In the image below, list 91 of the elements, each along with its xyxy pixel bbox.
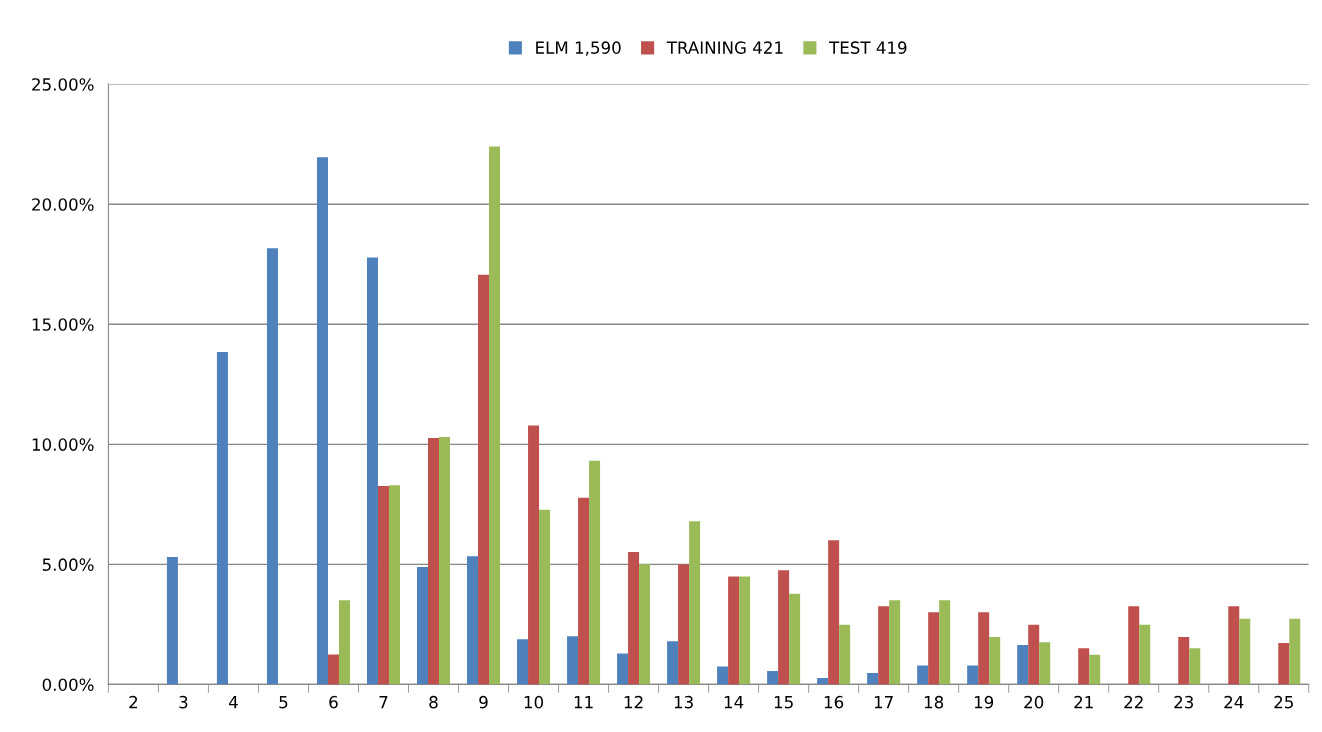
- x-tick-label: 4: [228, 696, 238, 709]
- x-tick-label: 16: [824, 695, 844, 709]
- legend-label: TEST 419: [829, 41, 907, 54]
- bar: [467, 556, 479, 685]
- y-tick-label: 25.00%: [32, 78, 94, 91]
- bar: [817, 677, 829, 685]
- bar: [617, 653, 629, 685]
- bar: [1239, 618, 1251, 685]
- bar: [589, 460, 601, 685]
- bar: [778, 570, 790, 685]
- bar: [439, 436, 451, 685]
- x-tick-label: 20: [1024, 695, 1044, 709]
- bar: [428, 438, 440, 685]
- bar: [828, 540, 840, 685]
- bar: [327, 654, 339, 685]
- bar: [377, 486, 389, 685]
- bar: [889, 600, 901, 685]
- bar: [989, 637, 1001, 685]
- x-tick-label: 2: [129, 695, 138, 709]
- y-tick-label: 15.00%: [32, 318, 94, 331]
- bar: [1089, 654, 1101, 685]
- bar: [839, 624, 851, 685]
- bar: [366, 257, 378, 685]
- bar: [1139, 624, 1151, 685]
- bar: [388, 485, 400, 685]
- y-tick-label: 0.00%: [42, 678, 94, 691]
- x-tick-label: 3: [179, 695, 188, 709]
- bar: [928, 612, 940, 685]
- bar: [878, 606, 890, 685]
- y-tick-label: 5.00%: [42, 558, 94, 571]
- x-tick-label: 25: [1274, 695, 1293, 709]
- bar: [789, 593, 801, 685]
- x-tick-label: 12: [624, 695, 643, 709]
- bar: [1039, 642, 1051, 685]
- bar: [1228, 606, 1240, 685]
- bar: [478, 274, 490, 685]
- x-tick-label: 14: [724, 696, 744, 709]
- y-tick-label: 10.00%: [32, 438, 94, 451]
- bar: [667, 641, 679, 685]
- bar: [417, 567, 428, 685]
- bar: [939, 600, 951, 685]
- x-tick-label: 6: [329, 695, 338, 709]
- x-tick-label: 5: [279, 696, 288, 709]
- x-tick-label: 9: [479, 695, 488, 709]
- bar: [1078, 648, 1090, 685]
- x-tick-label: 21: [1074, 695, 1093, 709]
- legend-label: TRAINING 421: [666, 41, 783, 54]
- bar: [216, 351, 228, 685]
- x-tick-label: 7: [379, 696, 388, 709]
- bar: [728, 576, 740, 685]
- x-tick-label: 19: [974, 695, 994, 709]
- bar: [578, 497, 590, 685]
- bar: [967, 665, 979, 685]
- x-tick-label: 17: [874, 696, 893, 709]
- bar: [867, 672, 879, 685]
- bar: [917, 665, 929, 685]
- x-tick-label: 10: [524, 695, 544, 709]
- bar: [338, 600, 350, 685]
- x-tick-label: 13: [674, 695, 693, 709]
- x-tick-label: 23: [1174, 695, 1194, 709]
- bar: [717, 666, 729, 685]
- bar: [767, 670, 779, 685]
- bar: [639, 564, 651, 685]
- x-tick-label: 11: [574, 696, 593, 709]
- bar: [678, 564, 690, 685]
- bar: [1278, 643, 1290, 685]
- bar: [978, 612, 990, 685]
- bar: [1189, 648, 1201, 685]
- bar: [1178, 637, 1190, 685]
- x-tick-label: 18: [924, 695, 944, 709]
- bar: [1028, 624, 1040, 685]
- bar: [528, 425, 540, 685]
- x-tick-label: 8: [429, 695, 438, 709]
- x-tick-label: 15: [774, 696, 793, 709]
- bar: [689, 521, 701, 685]
- bar: [567, 636, 579, 685]
- bar: [1128, 606, 1140, 685]
- bar: [628, 551, 640, 685]
- bar: [539, 509, 551, 685]
- bar: [1289, 618, 1301, 685]
- x-tick-label: 24: [1224, 695, 1244, 709]
- bar: [489, 146, 501, 685]
- legend-label: ELM 1,590: [536, 41, 621, 56]
- bar: [166, 556, 178, 685]
- bar: [739, 576, 751, 685]
- bar: [266, 248, 278, 685]
- y-tick-label: 20.00%: [32, 198, 94, 211]
- x-tick-label: 22: [1124, 695, 1143, 709]
- bar: [316, 157, 328, 685]
- bar: [517, 639, 529, 685]
- bar: [1017, 645, 1029, 685]
